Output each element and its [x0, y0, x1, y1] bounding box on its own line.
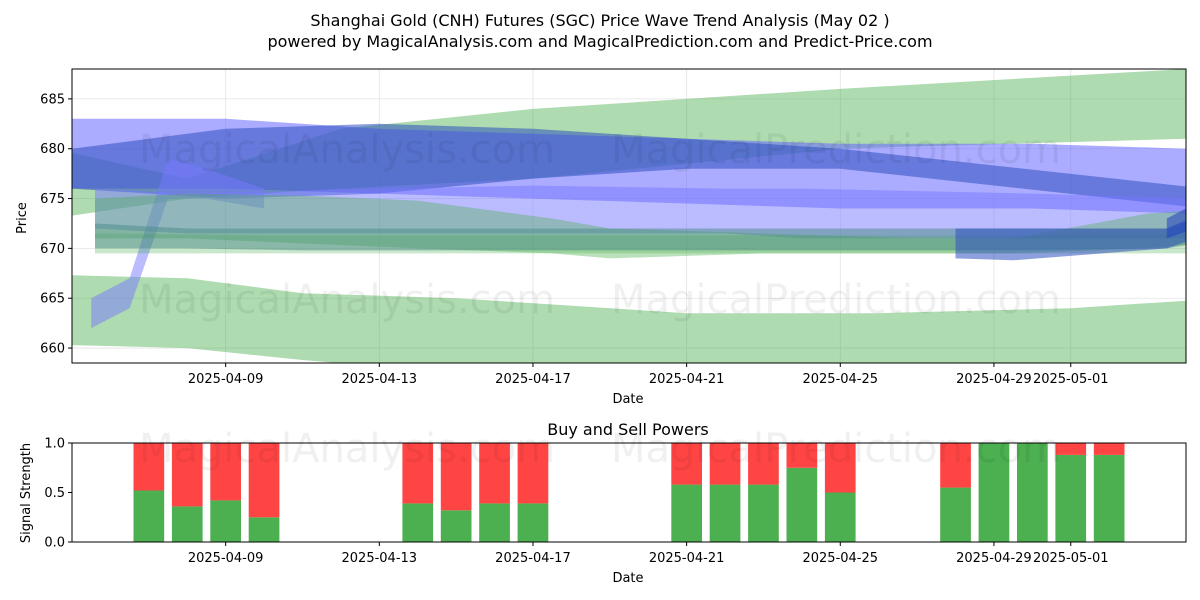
signal-x-tick-label: 2025-04-09 [188, 551, 264, 566]
price-x-tick-label: 2025-04-29 [956, 372, 1032, 387]
price-band-green-lower-band [72, 275, 1186, 363]
price-x-tick-label: 2025-04-09 [188, 372, 264, 387]
price-band-blue-peak [1166, 208, 1186, 239]
buy-power-bar [248, 517, 280, 543]
buy-power-bar [748, 484, 779, 542]
price-y-tick-label: 670 [40, 242, 65, 257]
price-plot: 660 665 670 675 680 685 2025-04-09 2025-04-13 20… [40, 68, 1187, 387]
signal-x-tick-label: 2025-04-21 [649, 551, 725, 566]
chart-subtitle: powered by MagicalAnalysis.com and Magic… [267, 32, 932, 51]
signal-x-tick-label: 2025-04-29 [956, 551, 1032, 566]
sell-power-bar [210, 443, 241, 501]
price-band-blue-diagonal [72, 123, 1186, 207]
price-y-axis-label: Price [15, 202, 30, 234]
price-x-tick-label: 2025-04-13 [342, 372, 418, 387]
watermark-right-signal: MagicalPrediction.com [611, 426, 1061, 472]
buy-power-bar [1055, 454, 1087, 542]
buy-power-bar [824, 492, 856, 542]
buy-power-bar [517, 503, 549, 542]
price-x-tick-label: 2025-04-21 [649, 372, 725, 387]
buy-power-bar [402, 503, 434, 542]
buy-power-bar [479, 503, 510, 542]
price-y-tick-label: 685 [40, 92, 65, 107]
price-y-tick-label: 680 [40, 142, 65, 157]
watermark-right-top: MagicalPrediction.com [611, 127, 1061, 173]
sell-power-bar [824, 443, 856, 493]
buy-power-bar [940, 487, 971, 542]
buy-power-bar [1017, 443, 1048, 542]
watermark-left-signal: MagicalAnalysis.com [139, 426, 555, 472]
sell-power-bar [248, 443, 280, 518]
sell-power-bar [1093, 443, 1125, 455]
signal-plot-frame [71, 442, 1187, 543]
sell-power-bar [402, 443, 434, 504]
sell-power-bar [1055, 443, 1087, 455]
sell-power-bar [748, 443, 779, 485]
price-x-tick-label: 2025-05-01 [1033, 372, 1109, 387]
price-x-axis-label: Date [612, 392, 643, 407]
buy-power-bar [978, 443, 1010, 542]
price-y-tick-label: 660 [40, 342, 65, 357]
buy-power-bar [786, 467, 818, 543]
signal-x-axis-label: Date [612, 571, 643, 586]
price-band-teal-mid-band [95, 221, 1186, 251]
sell-power-bar [517, 443, 549, 504]
sell-power-bar [786, 443, 818, 468]
watermark-left-top: MagicalAnalysis.com [139, 127, 555, 173]
signal-y-axis-label: Signal Strength [19, 443, 34, 543]
price-x-tick-label: 2025-04-17 [495, 372, 571, 387]
signal-plot: 0.0 0.5 1.0 2025-04-09 2025-04-13 2025-04-17 2… [44, 437, 1187, 566]
watermark-left-bottom: MagicalAnalysis.com [139, 277, 555, 323]
sell-power-bar [671, 443, 702, 485]
sell-power-bar [133, 443, 165, 491]
signal-x-tick-label: 2025-04-13 [342, 551, 418, 566]
buy-power-bar [440, 510, 472, 542]
signal-chart-title: Buy and Sell Powers [547, 420, 709, 439]
signal-x-tick-label: 2025-05-01 [1033, 551, 1109, 566]
price-band-blue-lower-right [955, 220, 1186, 261]
buy-power-bar [133, 490, 165, 542]
sell-power-bar [171, 443, 203, 507]
sell-power-bar [940, 443, 971, 488]
price-plot-frame [71, 68, 1187, 364]
buy-power-bar [1093, 454, 1125, 542]
signal-x-tick-label: 2025-04-17 [495, 551, 571, 566]
price-x-tick-label: 2025-04-25 [802, 372, 878, 387]
buy-power-bar [671, 484, 702, 542]
price-y-tick-label: 665 [40, 292, 65, 307]
watermark-right-bottom: MagicalPrediction.com [611, 277, 1061, 323]
buy-power-bar [709, 484, 741, 542]
signal-x-tick-label: 2025-04-25 [802, 551, 878, 566]
chart-title: Shanghai Gold (CNH) Futures (SGC) Price … [310, 11, 889, 30]
sell-power-bar [440, 443, 472, 511]
signal-y-tick-label: 1.0 [44, 437, 65, 452]
sell-power-bar [479, 443, 510, 504]
buy-power-bar [210, 500, 241, 542]
buy-power-bar [171, 506, 203, 542]
price-y-tick-label: 675 [40, 192, 65, 207]
signal-y-tick-label: 0.5 [44, 486, 65, 501]
price-bands [72, 69, 1186, 363]
price-band-blue-middle-band [95, 185, 1186, 239]
sell-power-bar [709, 443, 741, 485]
signal-y-tick-label: 0.0 [44, 536, 65, 551]
